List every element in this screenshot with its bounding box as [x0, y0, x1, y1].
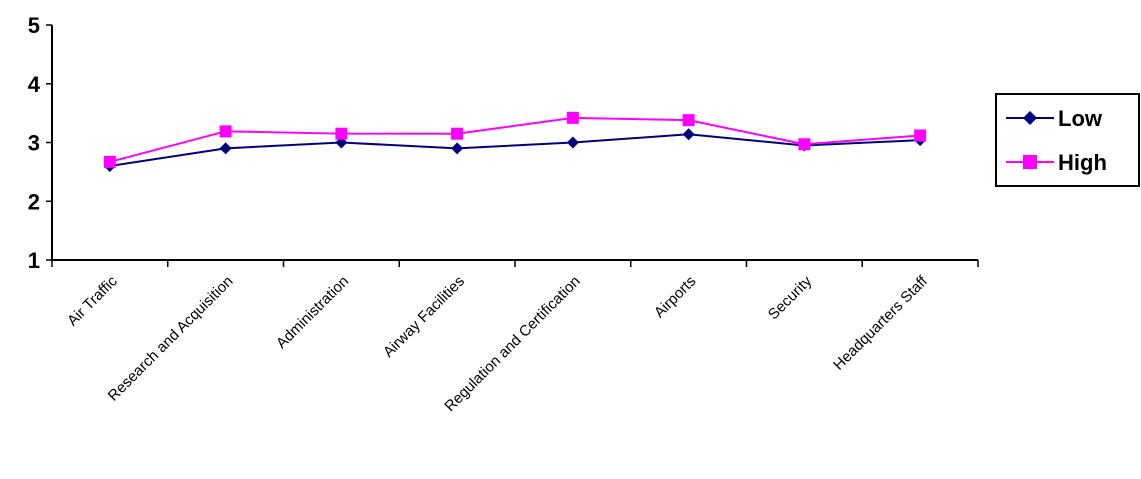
- legend-item-high: High: [1006, 150, 1107, 175]
- series-line-high: [109, 116, 921, 163]
- data-point-low: [566, 136, 579, 149]
- data-point-low: [451, 142, 464, 155]
- data-point-high: [451, 127, 464, 140]
- data-point-high: [682, 114, 695, 127]
- legend-marker: [1023, 111, 1037, 125]
- legend-marker: [1023, 155, 1037, 169]
- legend-label: Low: [1058, 106, 1103, 131]
- legend-item-low: Low: [1006, 106, 1103, 131]
- series-area: [103, 111, 927, 172]
- data-point-high: [335, 127, 348, 140]
- y-tick-label: 2: [28, 189, 40, 214]
- x-tick-label: Air Traffic: [64, 272, 121, 329]
- series-high: [103, 111, 927, 168]
- data-point-high: [566, 111, 579, 124]
- y-tick-label: 4: [28, 72, 41, 97]
- data-point-high: [103, 155, 116, 168]
- data-point-low: [219, 142, 232, 155]
- series-line-low: [109, 133, 921, 167]
- legend: Low High: [995, 93, 1140, 187]
- x-tick-label: Security: [765, 272, 816, 323]
- y-tick-label: 3: [28, 131, 40, 156]
- x-tick-label: Regulation and Certification: [441, 273, 583, 415]
- data-point-high: [219, 125, 232, 138]
- data-point-low: [682, 128, 695, 141]
- x-tick-label: Airports: [651, 273, 700, 322]
- y-tick-label: 1: [28, 248, 40, 273]
- data-point-high: [914, 129, 927, 142]
- x-tick-label: Research and Acquisition: [105, 273, 237, 405]
- x-tick-label: Headquarters Staff: [830, 272, 931, 373]
- legend-label: High: [1058, 150, 1107, 175]
- y-axis: 1 2 3 4 5: [28, 13, 53, 273]
- x-tick-label: Airway Facilities: [380, 273, 468, 361]
- data-point-high: [798, 138, 811, 151]
- legend-box: [995, 93, 1140, 187]
- x-tick-label: Administration: [273, 273, 352, 352]
- y-tick-label: 5: [28, 13, 40, 38]
